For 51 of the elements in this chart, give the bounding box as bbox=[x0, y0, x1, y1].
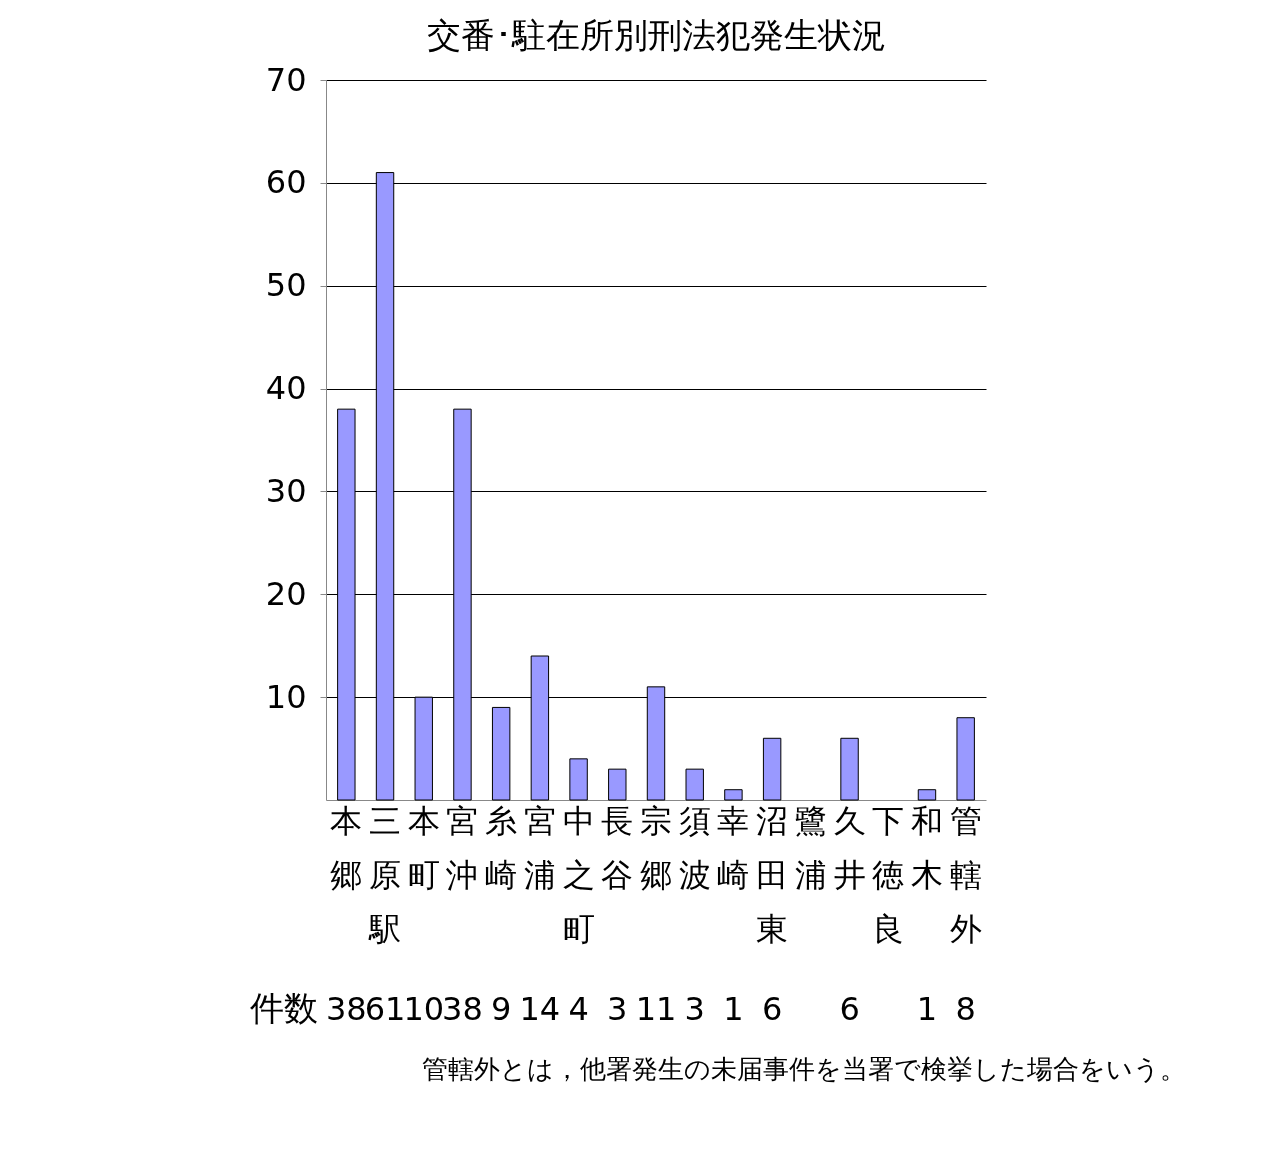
data-label: 14 bbox=[519, 990, 561, 1028]
data-label: 6 bbox=[839, 990, 860, 1028]
x-tick-label: 沼田東 bbox=[756, 801, 789, 948]
data-label: 8 bbox=[955, 990, 976, 1028]
x-tick-label: 糸崎 bbox=[485, 801, 518, 894]
x-tick-label: 本郷 bbox=[330, 801, 363, 894]
bar bbox=[917, 789, 937, 801]
data-label: 3 bbox=[607, 990, 628, 1028]
bar bbox=[569, 758, 588, 801]
bar bbox=[840, 737, 859, 801]
x-tick-label: 管轄外 bbox=[949, 801, 982, 948]
data-label: 38 bbox=[442, 990, 483, 1028]
x-tick-label: 宮浦 bbox=[523, 801, 556, 894]
data-label: 1 bbox=[916, 990, 938, 1028]
bar bbox=[762, 737, 782, 801]
x-tick-label: 宮沖 bbox=[446, 801, 479, 894]
x-tick-label: 中之町 bbox=[562, 801, 595, 948]
bar bbox=[608, 768, 627, 801]
x-tick-label: 和木 bbox=[910, 801, 943, 894]
data-label: 1 bbox=[723, 990, 744, 1028]
x-tick-label: 須波 bbox=[678, 801, 711, 894]
x-tick-label: 幸崎 bbox=[717, 801, 750, 894]
y-tick-label: 10 bbox=[265, 677, 307, 716]
x-tick-label: 久井 bbox=[833, 801, 866, 894]
y-tick-label: 30 bbox=[265, 471, 307, 510]
y-tick-label: 20 bbox=[265, 574, 307, 613]
data-label: 6 bbox=[761, 990, 783, 1028]
data-label: 11 bbox=[635, 990, 677, 1028]
data-label: 9 bbox=[490, 990, 512, 1028]
data-label: 61 bbox=[364, 990, 406, 1028]
x-tick-label: 長谷 bbox=[601, 801, 634, 894]
bar bbox=[685, 768, 704, 801]
data-label: 10 bbox=[403, 990, 445, 1028]
bar bbox=[724, 789, 743, 801]
chart-title: 交番･駐在所別刑法犯発生状況 bbox=[426, 15, 886, 55]
data-label: 4 bbox=[568, 990, 589, 1028]
data-label: 3 bbox=[684, 990, 705, 1028]
x-tick-label: 三原駅 bbox=[368, 801, 402, 948]
data-label: 38 bbox=[325, 990, 367, 1028]
y-tick-label: 60 bbox=[265, 163, 307, 202]
y-tick-label: 50 bbox=[265, 266, 307, 305]
x-tick-label: 鷺浦 bbox=[794, 801, 827, 894]
y-tick-label: 70 bbox=[265, 60, 307, 99]
bar bbox=[491, 706, 511, 801]
x-tick-label: 下徳良 bbox=[872, 801, 905, 948]
text: 件数 bbox=[250, 988, 318, 1028]
y-tick-label: 40 bbox=[265, 369, 307, 408]
bar bbox=[956, 717, 975, 801]
x-tick-label: 本町 bbox=[407, 801, 440, 894]
x-tick-label: 宗郷 bbox=[640, 801, 672, 894]
text: 管轄外とは，他署発生の未届事件を当署で検挙した場合をいう。 bbox=[422, 1054, 1186, 1084]
